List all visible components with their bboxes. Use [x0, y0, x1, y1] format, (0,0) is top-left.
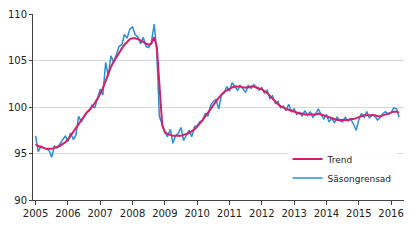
svg-text:105: 105 [8, 55, 27, 66]
svg-text:2013: 2013 [281, 208, 306, 219]
svg-text:2006: 2006 [55, 208, 80, 219]
svg-text:100: 100 [8, 102, 27, 113]
svg-text:90: 90 [14, 195, 27, 206]
svg-text:110: 110 [8, 9, 27, 20]
svg-text:2014: 2014 [314, 208, 339, 219]
svg-text:2012: 2012 [249, 208, 274, 219]
svg-text:2016: 2016 [378, 208, 403, 219]
svg-text:2005: 2005 [23, 208, 48, 219]
svg-text:95: 95 [14, 148, 27, 159]
svg-text:2008: 2008 [120, 208, 145, 219]
svg-text:2011: 2011 [217, 208, 242, 219]
svg-text:2009: 2009 [152, 208, 177, 219]
svg-text:2015: 2015 [346, 208, 371, 219]
svg-text:2010: 2010 [184, 208, 209, 219]
svg-text:2007: 2007 [87, 208, 112, 219]
svg-text:Trend: Trend [327, 155, 353, 165]
svg-text:Säsongrensad: Säsongrensad [328, 174, 392, 184]
